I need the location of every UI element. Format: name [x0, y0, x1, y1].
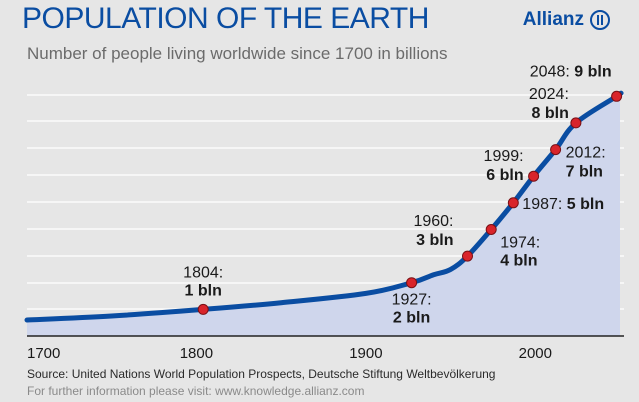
marker-2024 — [570, 117, 582, 129]
brand-logo: Allianz — [523, 9, 610, 31]
marker-2048 — [611, 90, 623, 102]
x-tick-1800: 1800 — [180, 345, 213, 362]
annotation-value-1804: 1 bln — [185, 282, 222, 299]
x-tick-2000: 2000 — [519, 345, 552, 362]
brand-name: Allianz — [522, 9, 584, 30]
annotation-value-1974: 4 bln — [500, 253, 537, 270]
annotation-2048: 2048: 9 bln — [530, 63, 612, 80]
marker-2012 — [550, 144, 562, 156]
annotation-value-1999: 6 bln — [486, 167, 523, 184]
area-fill — [27, 93, 622, 336]
marker-1999 — [528, 170, 540, 182]
data-markers — [197, 90, 623, 315]
annotation-value-2012: 7 bln — [566, 164, 603, 181]
x-tick-labels: 1700 1800 1900 2000 — [27, 345, 552, 362]
annotation-year-2012: 2012: — [566, 145, 606, 162]
source-note: Source: United Nations World Population … — [27, 367, 496, 381]
annotation-year-2024: 2024: — [529, 86, 569, 103]
annotation-labels: 1804:1 bln 1927:2 bln 1960: 3 bln 1974:4 bln… — [183, 63, 611, 326]
marker-1987 — [507, 197, 519, 209]
annotation-year-1804: 1804: — [183, 264, 223, 281]
population-line — [24, 90, 624, 323]
x-tick-1700: 1700 — [27, 345, 60, 362]
annotation-value-1960: 3 bln — [416, 232, 453, 249]
annotation-year-1960: 1960: — [413, 213, 453, 230]
annotation-year-1927: 1927: — [392, 292, 432, 309]
annotation-year-1974: 1974: — [500, 235, 540, 252]
marker-1974 — [485, 224, 497, 235]
marker-1927 — [406, 277, 418, 289]
annotation-1987: 1987: 5 bln — [522, 196, 604, 213]
page-title: POPULATION OF THE EARTH — [22, 2, 429, 35]
annotation-value-1927: 2 bln — [393, 310, 430, 327]
x-tick-1900: 1900 — [349, 345, 382, 362]
annotation-year-1999: 1999: — [484, 148, 524, 165]
marker-1804 — [197, 303, 209, 315]
marker-1960 — [462, 250, 473, 262]
page-subtitle: Number of people living worldwide since … — [27, 44, 448, 63]
allianz-eagle-icon — [590, 10, 610, 30]
info-link[interactable]: For further information please visit: ww… — [27, 384, 365, 398]
annotation-value-2024: 8 bln — [532, 105, 569, 122]
